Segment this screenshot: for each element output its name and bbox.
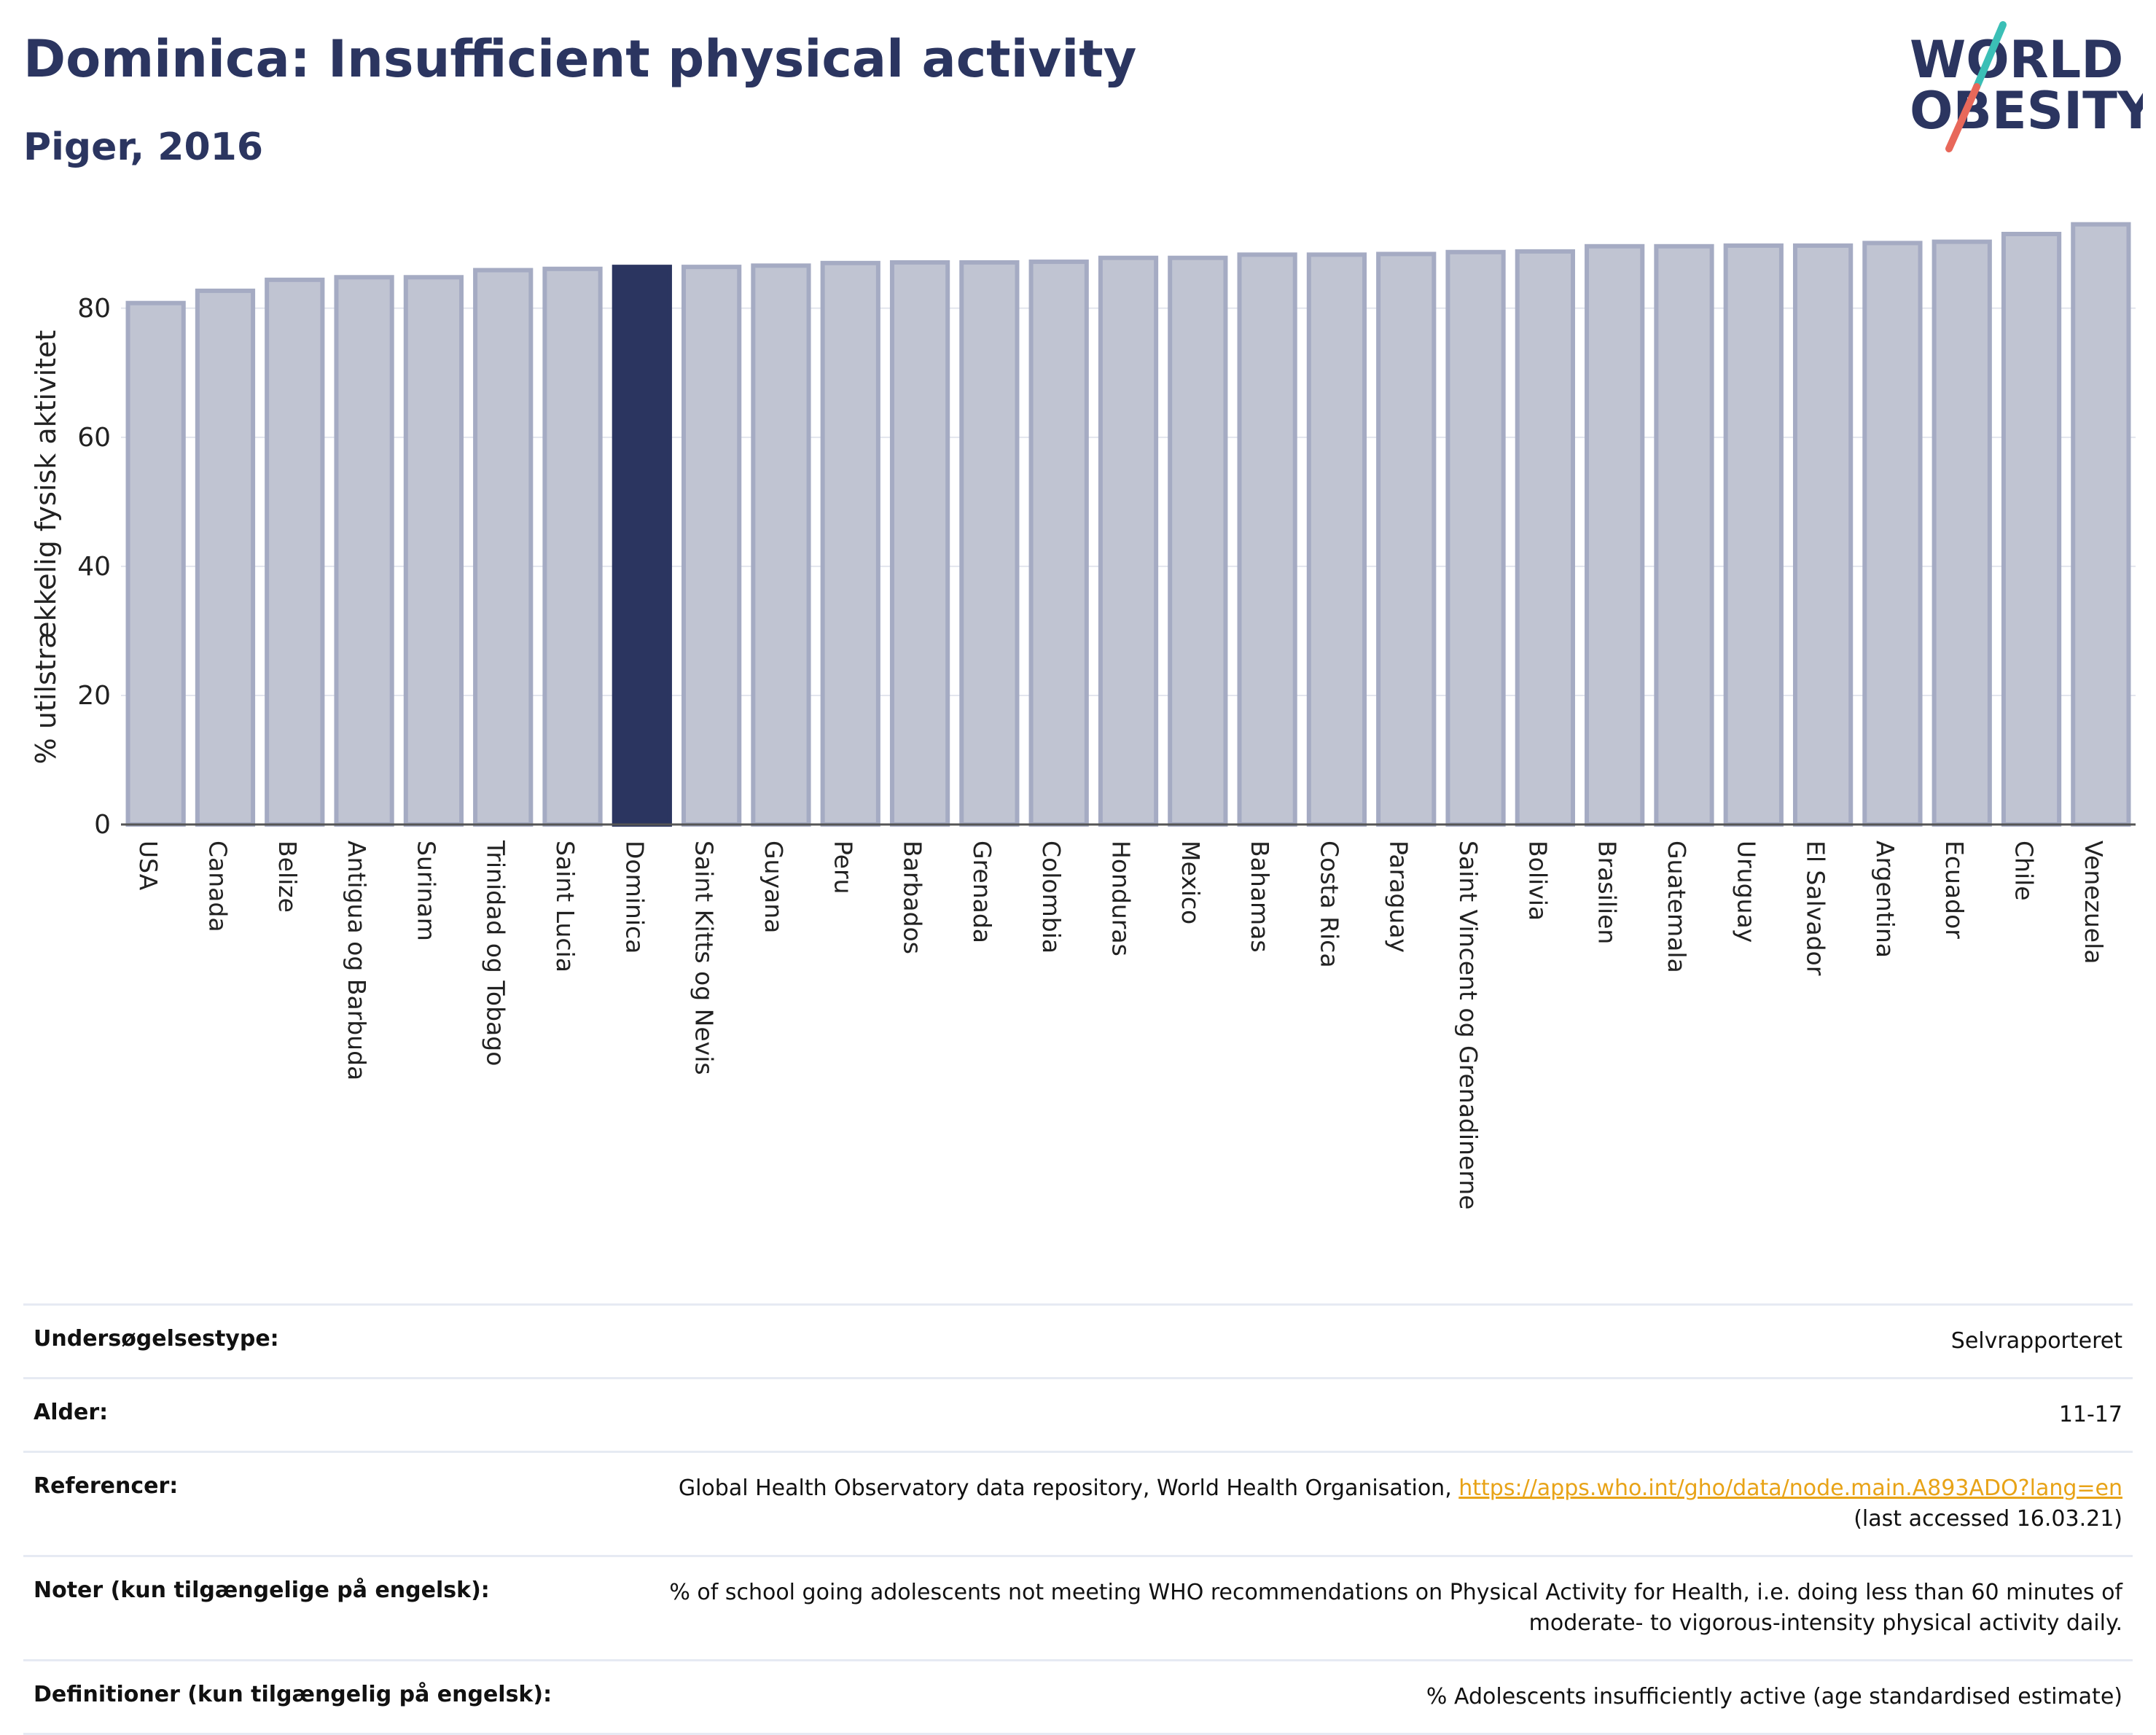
- bar-usa[interactable]: [125, 300, 186, 827]
- x-axis: USA Canada Belize Antigua og Barbuda Surinam…: [121, 823, 2136, 1209]
- logo-line2: OBESITY: [1910, 81, 2143, 141]
- bar-costa-rica[interactable]: [1306, 252, 1367, 827]
- bar-grenada[interactable]: [959, 260, 1020, 827]
- x-tick-label: Saint Vincent og Grenadinerne: [1454, 841, 1483, 1209]
- meta-value: % Adolescents insufficiently active (age…: [1426, 1684, 2122, 1709]
- x-tick-label: El Salvador: [1802, 841, 1830, 976]
- bar-paraguay[interactable]: [1376, 252, 1437, 827]
- x-tick-label: Grenada: [968, 841, 996, 943]
- metadata-table: Undersøgelsestype: Selvrapporteret Alder: 1…: [23, 1303, 2133, 1735]
- bar-canada[interactable]: [195, 288, 256, 827]
- x-tick-label: Antigua og Barbuda: [343, 841, 371, 1080]
- bar-guyana[interactable]: [751, 263, 811, 827]
- bar-brasilien[interactable]: [1585, 243, 1645, 827]
- meta-key: Alder:: [34, 1400, 109, 1425]
- meta-row: Alder: 11-17: [23, 1377, 2133, 1451]
- meta-row: Referencer: Global Health Observatory dat…: [23, 1451, 2133, 1555]
- x-tick-label: Costa Rica: [1315, 841, 1343, 968]
- x-tick-label: Saint Lucia: [551, 841, 579, 972]
- x-tick-label: Guatemala: [1663, 841, 1691, 973]
- bar-mexico[interactable]: [1168, 255, 1228, 827]
- x-tick-label: USA: [134, 841, 163, 891]
- meta-row: Noter (kun tilgængelige på engelsk): % of…: [23, 1555, 2133, 1659]
- bars: [125, 222, 2131, 827]
- x-tick-label: Ecuador: [1940, 841, 1969, 939]
- bar-peru[interactable]: [820, 260, 880, 827]
- x-tick-label: Mexico: [1176, 841, 1205, 924]
- bar-colombia[interactable]: [1028, 260, 1089, 827]
- bar-venezuela[interactable]: [2071, 222, 2131, 827]
- x-tick-label: Trinidad og Tobago: [482, 840, 510, 1066]
- x-tick-label: Honduras: [1107, 841, 1136, 956]
- y-axis: 0 20 40 60 80: [77, 294, 111, 840]
- chart-title: Dominica: Insufficient physical activity: [23, 29, 1137, 89]
- x-tick-label: Brasilien: [1593, 841, 1622, 944]
- bar-barbados[interactable]: [889, 260, 950, 827]
- bar-chart: 0 20 40 60 80 USA Canada Belize Antigua og Barb…: [30, 222, 2136, 1209]
- x-tick-label: Dominica: [620, 841, 649, 954]
- bar-guatemala[interactable]: [1654, 243, 1714, 827]
- bar-saint-lucia[interactable]: [542, 266, 603, 827]
- meta-value: 11-17: [2058, 1402, 2122, 1427]
- bar-uruguay[interactable]: [1723, 243, 1784, 827]
- bar-chile[interactable]: [2001, 231, 2062, 827]
- logo-slash-top: [1973, 21, 2007, 90]
- logo-line1: WORLD: [1910, 30, 2123, 90]
- x-tick-label: Belize: [273, 841, 302, 913]
- bar-surinam[interactable]: [403, 275, 464, 827]
- bar-saint-vincent-og-grenadinerne[interactable]: [1445, 249, 1506, 827]
- bar-trinidad-og-tobago[interactable]: [473, 268, 534, 827]
- meta-key: Referencer:: [34, 1473, 179, 1499]
- bar-argentina[interactable]: [1862, 241, 1923, 827]
- bar-ecuador[interactable]: [1932, 239, 1992, 827]
- bar-antigua-og-barbuda[interactable]: [334, 275, 394, 827]
- y-tick-label: 20: [77, 681, 111, 711]
- bar-bahamas[interactable]: [1237, 252, 1297, 827]
- meta-row: Undersøgelsestype: Selvrapporteret: [23, 1303, 2133, 1377]
- bar-saint-kitts-og-nevis[interactable]: [681, 265, 742, 827]
- x-tick-label: Colombia: [1037, 841, 1066, 954]
- bar-bolivia[interactable]: [1515, 249, 1575, 827]
- meta-key: Noter (kun tilgængelige på engelsk):: [34, 1578, 490, 1603]
- x-tick-label: Chile: [2010, 841, 2039, 901]
- meta-value: Global Health Observatory data repositor…: [678, 1475, 2122, 1532]
- x-tick-label: Barbados: [899, 841, 927, 954]
- meta-key: Undersøgelsestype:: [34, 1326, 279, 1352]
- x-tick-label: Surinam: [412, 841, 440, 941]
- x-tick-label: Guyana: [759, 841, 788, 933]
- x-tick-label: Venezuela: [2079, 841, 2108, 964]
- logo-slash-bottom: [1945, 83, 1980, 152]
- meta-row: Definitioner (kun tilgængelig på engelsk…: [23, 1659, 2133, 1735]
- bar-honduras[interactable]: [1098, 255, 1159, 827]
- x-tick-label: Bolivia: [1523, 841, 1552, 921]
- x-tick-label: Paraguay: [1385, 841, 1413, 953]
- chart-subtitle: Piger, 2016: [23, 125, 264, 169]
- meta-value: % of school going adolescents not meetin…: [669, 1580, 2122, 1636]
- bar-el-salvador[interactable]: [1792, 243, 1854, 827]
- x-tick-label: Peru: [829, 841, 857, 894]
- y-tick-label: 60: [77, 423, 111, 453]
- reference-link[interactable]: https://apps.who.int/gho/data/node.main.…: [1458, 1475, 2122, 1501]
- y-tick-label: 0: [94, 810, 111, 840]
- bar-dominica[interactable]: [612, 265, 672, 827]
- meta-key: Definitioner (kun tilgængelig på engelsk…: [34, 1682, 552, 1707]
- x-tick-label: Canada: [203, 841, 232, 932]
- y-tick-label: 40: [77, 552, 111, 582]
- bar-belize[interactable]: [265, 277, 325, 827]
- meta-value: Selvrapporteret: [1950, 1328, 2122, 1354]
- y-tick-label: 80: [77, 294, 111, 324]
- x-tick-label: Bahamas: [1246, 841, 1274, 953]
- world-obesity-logo: WORLD OBESITY: [1910, 21, 2143, 152]
- x-tick-label: Argentina: [1871, 841, 1899, 958]
- x-tick-label: Uruguay: [1732, 841, 1760, 943]
- x-tick-label: Saint Kitts og Nevis: [690, 841, 719, 1075]
- y-axis-label: % utilstrækkelig fysisk aktivitet: [30, 330, 62, 765]
